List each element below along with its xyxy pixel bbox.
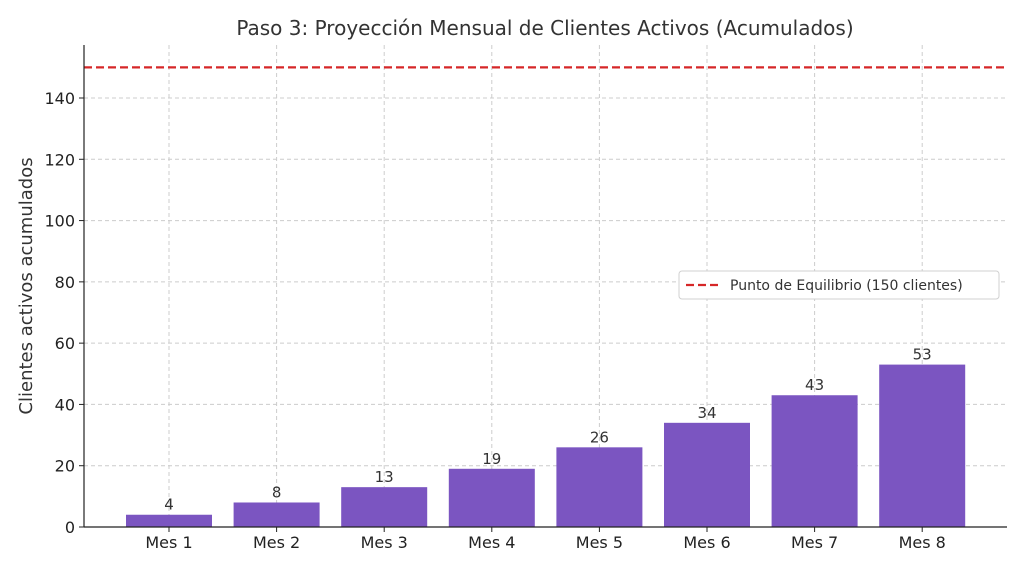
x-tick-label: Mes 4 xyxy=(468,533,515,552)
x-tick-label: Mes 2 xyxy=(253,533,300,552)
bar xyxy=(126,514,212,527)
axes xyxy=(83,45,1007,528)
bar xyxy=(664,422,750,527)
bar xyxy=(341,487,428,527)
y-tick-label: 140 xyxy=(44,89,75,108)
data-label: 26 xyxy=(590,428,609,446)
y-tick-label: 120 xyxy=(44,150,75,169)
data-label: 13 xyxy=(375,468,394,486)
bar xyxy=(879,364,966,527)
y-axis-label: Clientes activos acumulados xyxy=(16,157,37,414)
x-tick-label: Mes 3 xyxy=(361,533,408,552)
legend-label: Punto de Equilibrio (150 clientes) xyxy=(730,278,963,294)
x-tick-label: Mes 8 xyxy=(899,533,946,552)
data-labels: 4 8 13 19 26 34 43 53 xyxy=(164,346,932,514)
data-label: 4 xyxy=(164,496,174,514)
bar xyxy=(771,395,858,527)
x-ticks: Mes 1 Mes 2 Mes 3 Mes 4 Mes 5 Mes 6 Mes 7 Mes 8 xyxy=(145,527,946,552)
x-tick-label: Mes 7 xyxy=(791,533,838,552)
y-tick-label: 40 xyxy=(55,395,75,414)
y-tick-label: 0 xyxy=(65,518,75,537)
chart-title: Paso 3: Proyección Mensual de Clientes A… xyxy=(236,16,853,40)
y-ticks: 0 20 40 60 80 100 120 140 xyxy=(44,89,84,537)
bar xyxy=(556,447,643,527)
x-tick-label: Mes 6 xyxy=(683,533,730,552)
legend: Punto de Equilibrio (150 clientes) xyxy=(678,270,1000,300)
data-label: 34 xyxy=(697,404,716,422)
y-tick-label: 100 xyxy=(44,212,75,231)
x-tick-label: Mes 5 xyxy=(576,533,623,552)
x-tick-label: Mes 1 xyxy=(145,533,192,552)
y-tick-label: 60 xyxy=(55,334,75,353)
bar xyxy=(448,468,535,527)
data-label: 19 xyxy=(482,450,501,468)
y-tick-label: 80 xyxy=(55,273,75,292)
data-label: 8 xyxy=(272,483,282,501)
data-label: 43 xyxy=(805,376,824,394)
y-tick-label: 20 xyxy=(55,457,75,476)
data-label: 53 xyxy=(913,346,932,364)
bar xyxy=(233,502,320,527)
bars xyxy=(126,364,966,527)
legend-box xyxy=(678,270,1000,300)
